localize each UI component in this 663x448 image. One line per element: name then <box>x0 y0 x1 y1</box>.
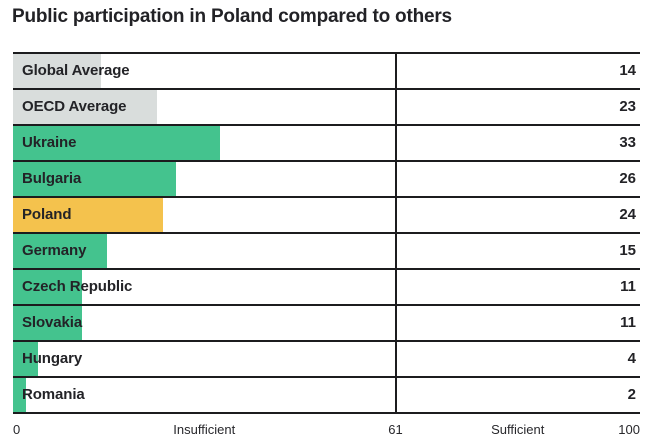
chart-row: Czech Republic 11 <box>13 270 640 306</box>
chart-title: Public participation in Poland compared … <box>12 6 452 27</box>
x-axis-label-insufficient: Insufficient <box>173 422 236 437</box>
x-axis: 0 Insufficient 61 Sufficient 100 <box>13 421 640 439</box>
bar <box>13 306 82 340</box>
bar-chart: Global Average 14 OECD Average 23 Ukraine 33 B… <box>13 52 640 414</box>
row-label: Czech Republic <box>22 278 133 295</box>
bar <box>13 270 82 304</box>
bar <box>13 126 220 160</box>
chart-row: Ukraine 33 <box>13 126 640 162</box>
bar <box>13 54 101 88</box>
row-value: 11 <box>620 278 636 295</box>
chart-row: Germany 15 <box>13 234 640 270</box>
row-value: 14 <box>619 62 636 79</box>
chart-row: Romania 2 <box>13 378 640 414</box>
row-value: 2 <box>627 386 636 403</box>
row-label: OECD Average <box>22 98 127 115</box>
row-value: 11 <box>620 314 636 331</box>
row-label: Global Average <box>22 62 130 79</box>
bar <box>13 90 158 124</box>
x-axis-tick-threshold: 61 <box>388 422 403 437</box>
threshold-line <box>395 52 398 414</box>
row-label: Bulgaria <box>22 170 82 187</box>
x-axis-tick-min: 0 <box>13 422 21 437</box>
chart-row: Hungary 4 <box>13 342 640 378</box>
row-value: 4 <box>627 350 636 367</box>
bar <box>13 162 177 196</box>
chart-row: Bulgaria 26 <box>13 162 640 198</box>
bar <box>13 378 26 412</box>
bar <box>13 198 164 232</box>
chart-row: Global Average 14 <box>13 54 640 90</box>
bar <box>13 342 39 376</box>
x-axis-tick-max: 100 <box>618 422 640 437</box>
row-label: Romania <box>22 386 85 403</box>
chart-row: OECD Average 23 <box>13 90 640 126</box>
row-value: 23 <box>619 98 636 115</box>
row-label: Hungary <box>22 350 83 367</box>
row-value: 33 <box>619 134 636 151</box>
row-label: Germany <box>22 242 87 259</box>
row-value: 15 <box>619 242 636 259</box>
chart-row: Poland 24 <box>13 198 640 234</box>
x-axis-label-sufficient: Sufficient <box>491 422 545 437</box>
row-value: 24 <box>619 206 636 223</box>
row-label: Slovakia <box>22 314 83 331</box>
bar <box>13 234 108 268</box>
chart-row: Slovakia 11 <box>13 306 640 342</box>
row-label: Ukraine <box>22 134 77 151</box>
row-label: Poland <box>22 206 72 223</box>
row-value: 26 <box>619 170 636 187</box>
